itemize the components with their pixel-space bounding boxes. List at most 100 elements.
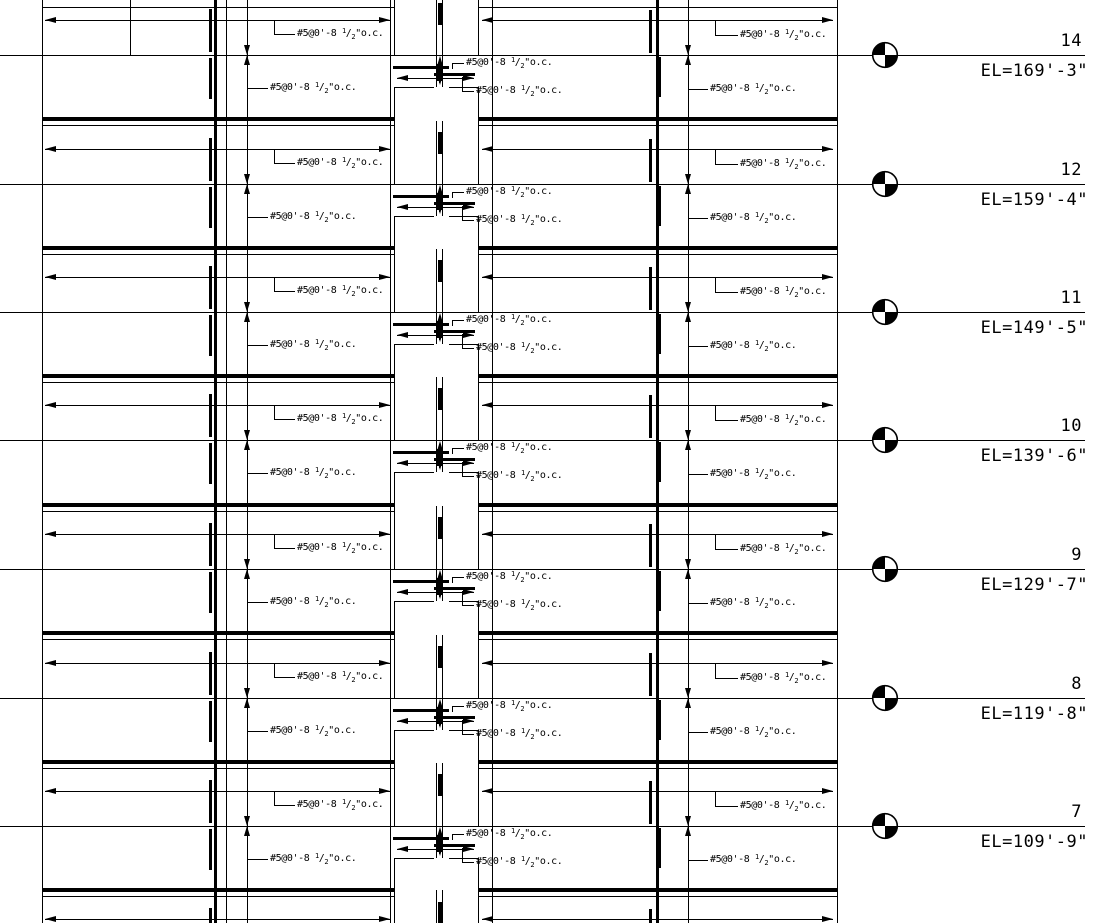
rebar-lap-bar bbox=[208, 780, 212, 823]
callout-suffix: "o.c. bbox=[524, 57, 553, 68]
column-outline bbox=[477, 472, 479, 569]
callout-suffix: "o.c. bbox=[768, 726, 797, 737]
leader-line bbox=[461, 334, 463, 348]
extent-arrowhead bbox=[685, 430, 691, 440]
callout-prefix: #5@0'-8 bbox=[270, 467, 315, 478]
extent-arrowhead bbox=[685, 826, 691, 836]
neck-dimension-line bbox=[439, 573, 440, 597]
callout-fraction-denominator: 2 bbox=[530, 860, 535, 869]
callout-prefix: #5@0'-8 bbox=[270, 725, 315, 736]
dimension-arrowhead bbox=[482, 788, 493, 794]
neck-dimension-arrowhead bbox=[436, 570, 443, 580]
dimension-arrowhead bbox=[45, 274, 56, 280]
extent-arrowhead bbox=[244, 184, 250, 194]
extension-line-left bbox=[246, 0, 248, 923]
rebar-lap-bar bbox=[208, 394, 212, 437]
rebar-lap-bar bbox=[658, 314, 662, 354]
callout-fraction-slash: / bbox=[318, 211, 325, 222]
neck-dimension-line bbox=[439, 830, 440, 854]
callout-fraction-slash: / bbox=[514, 314, 521, 325]
closure-strip-line bbox=[442, 249, 443, 344]
rebar-lap-bar bbox=[437, 3, 442, 25]
leader-line bbox=[273, 791, 275, 805]
rebar-callout: #5@0'-8 1/2"o.c. bbox=[740, 28, 827, 42]
dimension-arrowhead bbox=[45, 788, 56, 794]
callout-fraction-numerator: 1 bbox=[341, 26, 346, 35]
column-outline bbox=[394, 600, 434, 602]
callout-prefix: #5@0'-8 bbox=[297, 671, 342, 682]
column-outline bbox=[393, 601, 395, 698]
rebar-splice-bar bbox=[434, 201, 475, 205]
callout-suffix: "o.c. bbox=[328, 853, 357, 864]
leader-line bbox=[452, 833, 464, 835]
rebar-callout: #5@0'-8 1/2"o.c. bbox=[297, 412, 384, 426]
rebar-callout: #5@0'-8 1/2"o.c. bbox=[740, 157, 827, 171]
callout-fraction-slash: / bbox=[758, 854, 765, 865]
callout-fraction-numerator: 1 bbox=[510, 826, 515, 835]
callout-fraction-denominator: 2 bbox=[764, 344, 769, 353]
level-grid-line bbox=[0, 825, 1085, 827]
callout-fraction-denominator: 2 bbox=[351, 546, 356, 555]
callout-fraction-slash: / bbox=[345, 413, 352, 424]
wall-line-left-thick bbox=[213, 0, 217, 923]
splice-arrow bbox=[442, 848, 474, 850]
column-outline bbox=[449, 86, 478, 88]
callout-prefix: #5@0'-8 bbox=[466, 571, 511, 582]
level-elevation: EL=119'-8" bbox=[980, 704, 1088, 724]
callout-fraction-slash: / bbox=[788, 672, 795, 683]
callout-suffix: "o.c. bbox=[534, 856, 563, 867]
callout-suffix: "o.c. bbox=[355, 413, 384, 424]
extent-arrowhead bbox=[685, 302, 691, 312]
extension-line-right bbox=[687, 0, 689, 923]
extent-arrowhead bbox=[685, 174, 691, 184]
extent-arrowhead bbox=[244, 688, 250, 698]
dimension-arrowhead bbox=[822, 146, 833, 152]
callout-fraction-denominator: 2 bbox=[794, 290, 799, 299]
callout-prefix: #5@0'-8 bbox=[270, 596, 315, 607]
neck-dimension-line bbox=[439, 702, 440, 726]
callout-suffix: "o.c. bbox=[534, 342, 563, 353]
callout-fraction-numerator: 1 bbox=[510, 55, 515, 64]
callout-prefix: #5@0'-8 bbox=[710, 597, 755, 608]
leader-line bbox=[248, 601, 268, 603]
neck-dimension-arrowhead bbox=[436, 589, 443, 599]
leader-line bbox=[715, 34, 738, 36]
wall-edge-stub bbox=[129, 0, 131, 55]
rebar-lap-bar bbox=[208, 266, 212, 309]
callout-fraction-numerator: 1 bbox=[754, 595, 759, 604]
callout-suffix: "o.c. bbox=[355, 157, 384, 168]
leader-line bbox=[715, 548, 738, 550]
callout-fraction-numerator: 1 bbox=[314, 209, 319, 218]
neck-dimension-line bbox=[439, 188, 440, 212]
callout-fraction-slash: / bbox=[788, 800, 795, 811]
slab-face-line bbox=[478, 124, 837, 126]
extent-arrowhead bbox=[685, 45, 691, 55]
column-outline bbox=[393, 216, 395, 313]
column-outline bbox=[449, 729, 478, 731]
callout-fraction-denominator: 2 bbox=[530, 346, 535, 355]
callout-fraction-denominator: 2 bbox=[764, 601, 769, 610]
leader-line bbox=[451, 834, 453, 840]
leader-line bbox=[248, 87, 268, 89]
leader-line bbox=[715, 805, 738, 807]
slab-line bbox=[478, 503, 837, 507]
dimension-arrowhead bbox=[482, 17, 493, 23]
callout-fraction-denominator: 2 bbox=[351, 161, 356, 170]
callout-fraction-slash: / bbox=[524, 470, 531, 481]
callout-fraction-numerator: 1 bbox=[754, 724, 759, 733]
rebar-callout: #5@0'-8 1/2"o.c. bbox=[270, 338, 357, 352]
rebar-lap-bar bbox=[437, 517, 442, 539]
leader-line bbox=[451, 192, 453, 198]
splice-arrowhead bbox=[463, 204, 474, 210]
callout-suffix: "o.c. bbox=[798, 29, 827, 40]
extent-arrowhead bbox=[685, 816, 691, 826]
callout-suffix: "o.c. bbox=[768, 340, 797, 351]
closure-strip-line bbox=[442, 890, 443, 923]
column-outline bbox=[449, 343, 478, 345]
callout-fraction-slash: / bbox=[788, 414, 795, 425]
neck-dimension-arrowhead bbox=[436, 56, 443, 66]
rebar-callout: #5@0'-8 1/2"o.c. bbox=[466, 570, 553, 584]
leader-line bbox=[452, 319, 464, 321]
closure-strip-line bbox=[436, 506, 437, 601]
